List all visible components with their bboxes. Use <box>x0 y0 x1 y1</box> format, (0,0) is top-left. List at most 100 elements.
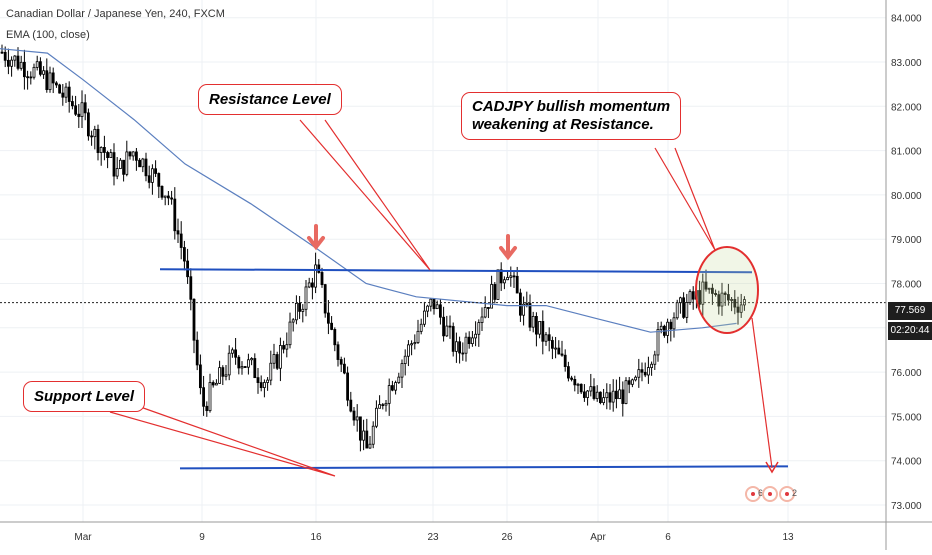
candle-body <box>282 345 286 350</box>
candle-body <box>733 299 737 308</box>
candle-body <box>307 282 311 288</box>
candle-body <box>595 391 599 399</box>
candle-body <box>736 306 740 313</box>
y-tick-label: 80.000 <box>891 191 922 202</box>
candle-body <box>189 276 193 300</box>
candle-body <box>320 272 324 286</box>
candle-body <box>467 336 471 345</box>
candle-body <box>707 287 711 290</box>
candle-body <box>576 383 580 386</box>
candle-body <box>211 382 215 386</box>
candle-body <box>714 293 717 296</box>
candle-body <box>605 392 609 399</box>
candle-body <box>346 372 350 401</box>
candle-body <box>573 378 577 386</box>
candle-body <box>128 151 132 157</box>
candle-body <box>599 391 602 404</box>
note-line-1: CADJPY bullish momentum <box>472 98 671 115</box>
candle-body <box>384 402 388 406</box>
candle-body <box>355 416 359 421</box>
economic-event-icon[interactable] <box>745 486 761 502</box>
candle-body <box>538 321 541 335</box>
candle-body <box>512 275 516 278</box>
candle-body <box>528 303 532 328</box>
candle-body <box>304 286 308 310</box>
candle-body <box>640 369 644 373</box>
candle-body <box>339 359 343 365</box>
candle-body <box>502 279 506 284</box>
candle-body <box>541 321 545 342</box>
candle-body <box>26 76 30 79</box>
candle-body <box>698 290 701 305</box>
candle-body <box>410 343 414 346</box>
ema-line <box>0 48 737 333</box>
candle-body <box>147 175 151 183</box>
resistance-callout[interactable]: Resistance Level <box>198 84 342 115</box>
candle-body <box>205 405 209 412</box>
candle-body <box>170 197 174 200</box>
candle-body <box>704 281 708 290</box>
candle-body <box>454 341 458 352</box>
candle-body <box>717 294 721 307</box>
candle-body <box>119 159 122 169</box>
candle-body <box>679 297 682 304</box>
note-line-2: weakening at Resistance. <box>472 116 654 133</box>
symbol-title: Canadian Dollar / Japanese Yen, 240, FXC… <box>6 8 225 20</box>
candle-body <box>291 319 295 323</box>
candle-body <box>544 334 548 342</box>
candle-body <box>74 105 77 115</box>
candle-body <box>250 358 254 361</box>
ema-indicator-label[interactable]: EMA (100, close) <box>6 29 90 41</box>
candle-body <box>333 329 337 346</box>
candle-body <box>166 195 170 199</box>
candles <box>0 44 746 452</box>
candle-body <box>371 425 375 445</box>
x-tick-label: 6 <box>665 532 671 543</box>
down-arrow-marker <box>499 234 517 261</box>
grid <box>0 0 886 522</box>
candle-body <box>397 376 401 383</box>
projection-arrowhead <box>765 461 779 474</box>
candle-body <box>109 152 113 158</box>
candle-body <box>413 342 417 345</box>
candle-body <box>22 61 26 78</box>
resistance-pointer <box>299 119 431 271</box>
candle-body <box>342 363 346 374</box>
candle-body <box>579 383 583 393</box>
candle-body <box>310 282 314 288</box>
candle-body <box>224 374 228 377</box>
candle-body <box>0 51 4 54</box>
candle-body <box>138 159 142 168</box>
candle-body <box>422 310 426 325</box>
economic-event-icon[interactable] <box>762 486 778 502</box>
candle-body <box>666 321 669 336</box>
candle-body <box>160 185 164 198</box>
candle-body <box>592 386 596 399</box>
candle-body <box>560 353 564 356</box>
candle-body <box>243 366 247 368</box>
candle-body <box>448 325 452 328</box>
economic-event-icon[interactable] <box>779 486 795 502</box>
candle-body <box>3 51 7 61</box>
candle-body <box>567 366 570 379</box>
candle-body <box>246 359 250 368</box>
momentum-note-callout[interactable]: CADJPY bullish momentum weakening at Res… <box>461 92 682 140</box>
candle-body <box>656 329 660 356</box>
candle-body <box>240 366 244 369</box>
x-tick-label: 23 <box>427 532 439 543</box>
event-count: 6 <box>758 488 764 498</box>
y-tick-label: 79.000 <box>891 235 922 246</box>
projection-arrow <box>751 317 773 469</box>
candle-body <box>106 152 109 158</box>
support-callout[interactable]: Support Level <box>23 381 146 412</box>
candle-body <box>352 410 356 421</box>
candle-body <box>416 330 420 343</box>
candle-body <box>64 86 68 98</box>
candle-body <box>461 352 465 355</box>
candle-body <box>451 326 455 352</box>
candle-body <box>80 102 84 117</box>
candle-body <box>659 325 663 330</box>
candle-body <box>563 354 567 368</box>
candle-body <box>208 382 212 412</box>
